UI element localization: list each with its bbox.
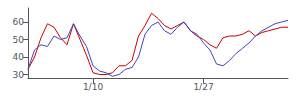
svg-text:50: 50 [13, 35, 25, 45]
svg-text:1/27: 1/27 [193, 82, 213, 92]
svg-text:1/10: 1/10 [83, 82, 103, 92]
svg-text:30: 30 [13, 70, 25, 80]
svg-text:40: 40 [13, 52, 25, 62]
svg-text:60: 60 [13, 17, 25, 27]
